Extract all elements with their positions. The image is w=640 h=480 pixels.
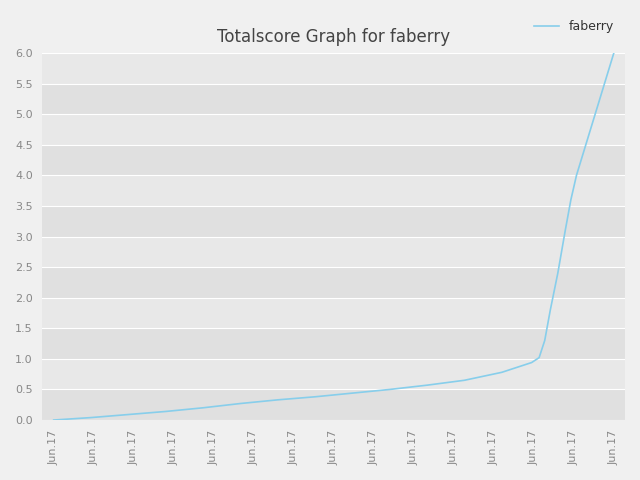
Bar bbox=[42, 145, 625, 175]
Bar bbox=[42, 53, 625, 84]
faberry bbox=[591, 111, 599, 117]
faberry bbox=[311, 394, 319, 400]
faberry bbox=[610, 50, 618, 56]
faberry bbox=[498, 370, 506, 375]
faberry bbox=[528, 360, 536, 365]
Bar bbox=[42, 84, 625, 114]
faberry bbox=[386, 386, 394, 392]
faberry bbox=[547, 307, 554, 313]
faberry bbox=[87, 415, 95, 420]
Bar bbox=[42, 267, 625, 298]
Bar bbox=[42, 298, 625, 328]
faberry bbox=[237, 401, 244, 407]
faberry bbox=[50, 417, 58, 423]
faberry bbox=[554, 270, 562, 276]
Bar bbox=[42, 206, 625, 237]
Bar bbox=[42, 237, 625, 267]
faberry bbox=[423, 382, 431, 388]
faberry bbox=[162, 408, 170, 414]
faberry bbox=[573, 172, 580, 178]
Bar bbox=[42, 328, 625, 359]
faberry bbox=[349, 390, 356, 396]
Bar bbox=[42, 175, 625, 206]
faberry bbox=[199, 405, 207, 411]
Bar bbox=[42, 114, 625, 145]
Bar bbox=[42, 389, 625, 420]
faberry bbox=[274, 397, 282, 403]
faberry bbox=[535, 355, 543, 360]
Legend: faberry: faberry bbox=[529, 15, 619, 38]
faberry bbox=[561, 228, 569, 233]
faberry bbox=[516, 363, 524, 369]
faberry bbox=[461, 377, 468, 383]
faberry bbox=[541, 337, 548, 343]
faberry bbox=[567, 197, 575, 203]
faberry bbox=[125, 412, 132, 418]
Bar bbox=[42, 359, 625, 389]
Line: faberry: faberry bbox=[54, 53, 614, 420]
Title: Totalscore Graph for faberry: Totalscore Graph for faberry bbox=[217, 28, 451, 46]
